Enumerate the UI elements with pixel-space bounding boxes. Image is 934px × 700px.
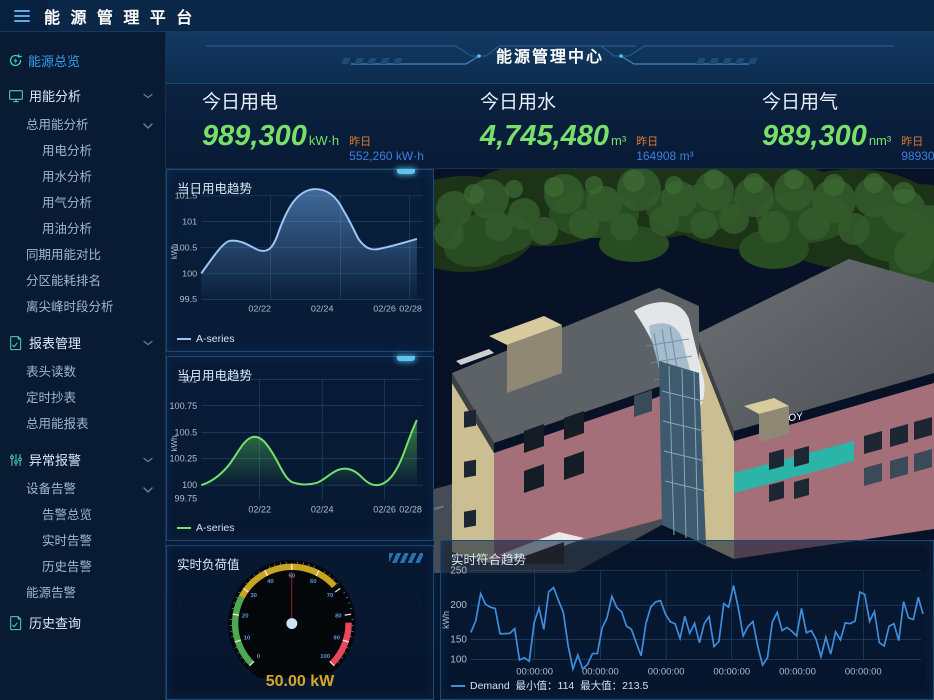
svg-text:100.25: 100.25 [170,454,198,464]
svg-text:02/24: 02/24 [311,505,334,515]
svg-text:101: 101 [182,217,197,227]
svg-text:10: 10 [244,635,251,641]
svg-text:60: 60 [310,579,317,585]
svg-text:02/28: 02/28 [399,304,422,314]
svg-text:00:00:00: 00:00:00 [779,665,816,676]
svg-text:20: 20 [242,614,249,620]
svg-text:30: 30 [250,593,257,599]
svg-text:kWh: kWh [441,611,451,629]
svg-text:02/26: 02/26 [373,304,396,314]
svg-text:00:00:00: 00:00:00 [582,665,619,676]
svg-text:200: 200 [450,600,467,611]
svg-text:kWh: kWh [170,435,179,451]
svg-text:80: 80 [335,614,342,620]
svg-text:02/26: 02/26 [373,505,396,515]
svg-text:70: 70 [327,593,334,599]
svg-text:40: 40 [267,579,274,585]
svg-text:100: 100 [182,269,197,279]
svg-text:100: 100 [450,654,467,665]
svg-text:02/28: 02/28 [399,505,422,515]
svg-text:100: 100 [182,480,197,490]
svg-text:kWh: kWh [170,244,179,259]
svg-text:90: 90 [333,635,340,641]
svg-text:99.75: 99.75 [175,493,198,503]
svg-text:00:00:00: 00:00:00 [713,665,750,676]
svg-text:02/24: 02/24 [311,304,334,314]
svg-text:99.5: 99.5 [180,294,198,304]
svg-text:00:00:00: 00:00:00 [845,665,882,676]
svg-text:02/22: 02/22 [248,505,271,515]
svg-text:02/22: 02/22 [248,304,271,314]
svg-text:100.75: 100.75 [170,401,198,411]
svg-text:00:00:00: 00:00:00 [516,665,553,676]
svg-text:00:00:00: 00:00:00 [648,665,685,676]
svg-text:100: 100 [320,654,331,660]
svg-text:150: 150 [450,635,467,646]
